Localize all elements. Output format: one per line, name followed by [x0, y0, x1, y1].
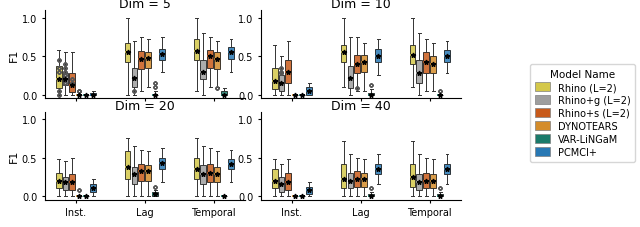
PathPatch shape — [138, 164, 144, 181]
PathPatch shape — [362, 56, 367, 72]
PathPatch shape — [70, 74, 76, 93]
PathPatch shape — [56, 66, 61, 89]
PathPatch shape — [200, 61, 206, 80]
PathPatch shape — [228, 48, 234, 59]
PathPatch shape — [193, 158, 200, 179]
PathPatch shape — [362, 173, 367, 187]
PathPatch shape — [375, 164, 381, 175]
PathPatch shape — [368, 195, 374, 196]
PathPatch shape — [63, 74, 68, 86]
PathPatch shape — [271, 69, 278, 90]
PathPatch shape — [132, 167, 138, 185]
PathPatch shape — [340, 46, 346, 63]
PathPatch shape — [355, 172, 360, 187]
PathPatch shape — [430, 175, 436, 188]
PathPatch shape — [410, 164, 415, 187]
PathPatch shape — [214, 167, 220, 182]
PathPatch shape — [430, 57, 436, 74]
PathPatch shape — [159, 158, 165, 169]
PathPatch shape — [348, 66, 353, 89]
PathPatch shape — [285, 173, 291, 190]
PathPatch shape — [355, 56, 360, 74]
PathPatch shape — [132, 69, 138, 88]
PathPatch shape — [152, 192, 158, 196]
PathPatch shape — [207, 51, 213, 69]
PathPatch shape — [375, 49, 381, 63]
PathPatch shape — [138, 52, 144, 70]
Title: Dim = 5: Dim = 5 — [119, 0, 171, 11]
PathPatch shape — [125, 152, 131, 179]
PathPatch shape — [424, 173, 429, 188]
Title: Dim = 10: Dim = 10 — [331, 0, 390, 11]
PathPatch shape — [424, 53, 429, 74]
Title: Dim = 20: Dim = 20 — [115, 99, 175, 112]
PathPatch shape — [70, 175, 76, 190]
PathPatch shape — [278, 177, 284, 192]
PathPatch shape — [214, 53, 220, 70]
PathPatch shape — [90, 94, 96, 95]
Y-axis label: F1: F1 — [9, 49, 19, 62]
PathPatch shape — [437, 195, 443, 196]
PathPatch shape — [145, 165, 151, 181]
PathPatch shape — [306, 88, 312, 95]
PathPatch shape — [348, 173, 353, 188]
PathPatch shape — [63, 177, 68, 190]
PathPatch shape — [417, 61, 422, 84]
PathPatch shape — [145, 53, 151, 69]
PathPatch shape — [207, 164, 213, 182]
PathPatch shape — [410, 46, 415, 65]
PathPatch shape — [340, 164, 346, 188]
PathPatch shape — [368, 94, 374, 95]
PathPatch shape — [221, 91, 227, 95]
Legend: Rhino (L=2), Rhino+g (L=2), Rhino+s (L=2), DYNOTEARS, VAR-LiNGaM, PCMCI+: Rhino (L=2), Rhino+g (L=2), Rhino+s (L=2… — [531, 65, 635, 162]
PathPatch shape — [444, 51, 450, 62]
PathPatch shape — [285, 61, 291, 84]
PathPatch shape — [306, 187, 312, 194]
Title: Dim = 40: Dim = 40 — [331, 99, 390, 112]
PathPatch shape — [56, 173, 61, 188]
Y-axis label: F1: F1 — [9, 149, 19, 163]
PathPatch shape — [228, 159, 234, 169]
PathPatch shape — [444, 164, 450, 175]
PathPatch shape — [159, 49, 165, 61]
PathPatch shape — [417, 175, 422, 190]
PathPatch shape — [271, 169, 278, 188]
PathPatch shape — [90, 185, 96, 192]
PathPatch shape — [193, 40, 200, 61]
PathPatch shape — [125, 43, 131, 62]
PathPatch shape — [278, 76, 284, 91]
PathPatch shape — [200, 165, 206, 185]
